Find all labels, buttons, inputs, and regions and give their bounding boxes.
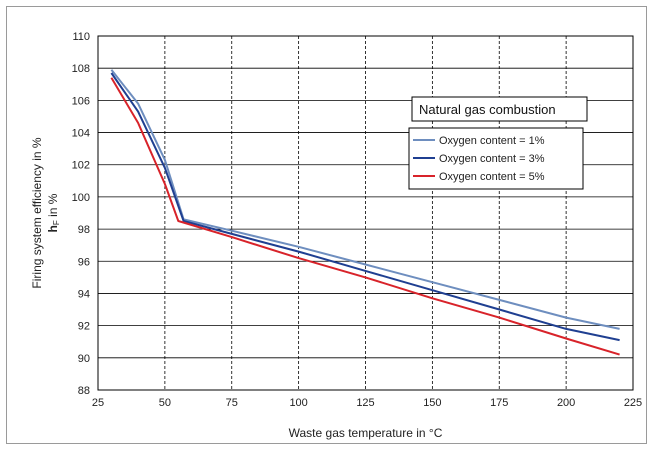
- series-line-3: [110, 77, 620, 356]
- y-tick-label: 106: [72, 95, 90, 107]
- y-tick-label: 100: [72, 192, 90, 204]
- x-tick-label: 200: [557, 397, 575, 409]
- series-line-1: [110, 69, 620, 330]
- x-tick-label: 50: [159, 397, 171, 409]
- legend-entry-label: Oxygen content = 1%: [439, 135, 545, 147]
- x-tick-label: 75: [226, 397, 238, 409]
- x-tick-label: 25: [92, 397, 104, 409]
- y-tick-label: 110: [72, 31, 90, 43]
- legend-title: Natural gas combustion: [419, 102, 556, 117]
- legend-title-box: Natural gas combustion: [411, 96, 588, 122]
- x-tick-label: 150: [423, 397, 441, 409]
- legend: Oxygen content = 1% Oxygen content = 3% Ox…: [408, 127, 584, 190]
- y-tick-label: 98: [78, 224, 90, 236]
- series-lines: [110, 69, 620, 356]
- legend-entry-label: Oxygen content = 5%: [439, 171, 545, 183]
- tick-labels: 25 50 75 100 125 150 175 200 225 88 90 92 94 96 98 100 1…: [72, 31, 643, 409]
- y-axis-label-line2: hF in %: [46, 193, 61, 232]
- x-tick-label: 225: [624, 397, 642, 409]
- y-axis-label: Firing system efficiency in % hF in %: [30, 137, 61, 288]
- x-tick-label: 100: [289, 397, 307, 409]
- y-tick-label: 102: [72, 160, 90, 172]
- plot-area: [97, 35, 634, 391]
- y-tick-label: 104: [72, 128, 90, 140]
- x-tick-label: 175: [490, 397, 508, 409]
- legend-entry-label: Oxygen content = 3%: [439, 153, 545, 165]
- grid: [97, 35, 634, 391]
- x-tick-label: 125: [356, 397, 374, 409]
- y-axis-label-symbol: h: [46, 225, 60, 232]
- series-line-2: [110, 72, 620, 342]
- x-axis-label: Waste gas temperature in °C: [289, 426, 443, 440]
- y-axis-label-unit: in %: [46, 193, 60, 220]
- y-tick-label: 94: [78, 288, 90, 300]
- y-tick-label: 88: [78, 385, 90, 397]
- y-tick-label: 108: [72, 63, 90, 75]
- y-tick-label: 96: [78, 256, 90, 268]
- y-axis-label-subscript: F: [52, 220, 61, 225]
- y-tick-label: 90: [78, 353, 90, 365]
- y-axis-label-line1: Firing system efficiency in %: [30, 137, 44, 288]
- y-tick-label: 92: [78, 321, 90, 333]
